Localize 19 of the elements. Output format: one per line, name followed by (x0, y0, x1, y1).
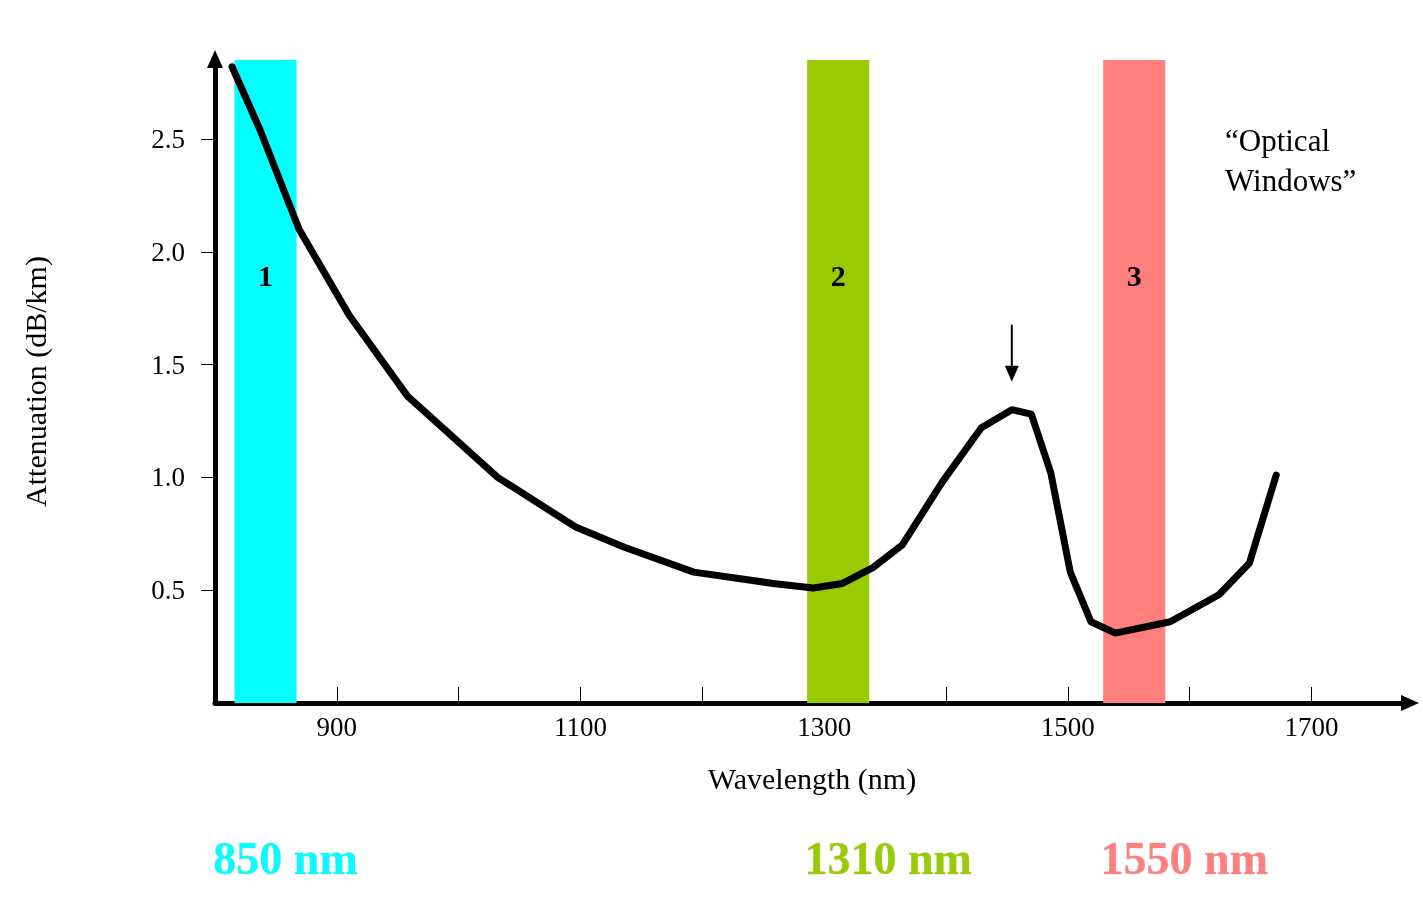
x-tick-label: 1100 (554, 711, 608, 742)
y-axis-title: Attenuation (dB/km) (18, 256, 53, 507)
text: 1550 nm (1100, 832, 1268, 884)
x-tick-label: 900 (316, 711, 358, 742)
y-tick-label: 1.5 (151, 349, 185, 380)
text: 1310 nm (804, 832, 972, 884)
band-label: 2 (830, 258, 846, 292)
x-tick-label: 1700 (1284, 711, 1339, 742)
y-tick-label: 0.5 (151, 575, 185, 606)
annotation: “Optical Windows” (1225, 122, 1357, 198)
text: 850 nm (213, 832, 358, 884)
x-tick-label: 1500 (1040, 711, 1095, 742)
x-tick-label: 1300 (797, 711, 852, 742)
band-label: 1 (258, 258, 274, 292)
band-label: 3 (1126, 258, 1142, 292)
y-tick-label: 2.0 (151, 236, 185, 267)
x-axis-title: Wavelength (nm) (707, 761, 917, 796)
y-tick-label: 1.0 (151, 462, 185, 493)
y-tick-label: 2.5 (151, 123, 185, 154)
